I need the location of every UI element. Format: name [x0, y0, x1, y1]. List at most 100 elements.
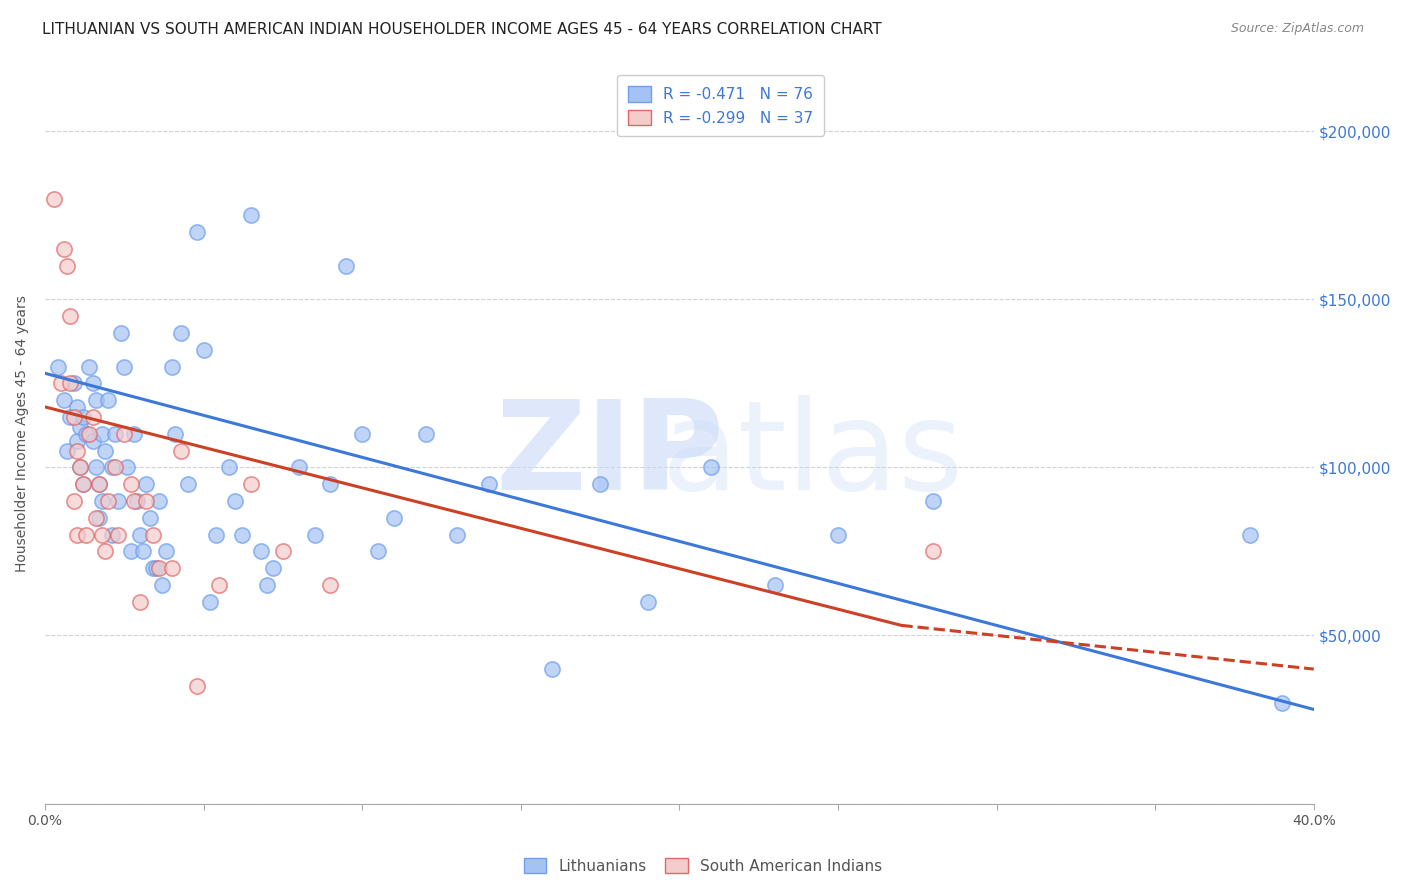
Point: [91, 426, 114, 441]
Point: [100, 527, 122, 541]
Point: [69, 460, 91, 475]
Text: atlas: atlas: [662, 395, 963, 516]
Point: [138, 511, 160, 525]
Point: [827, 527, 849, 541]
Point: [1271, 696, 1294, 710]
Point: [256, 578, 278, 592]
Point: [84, 393, 107, 408]
Point: [66, 400, 89, 414]
Text: Source: ZipAtlas.com: Source: ZipAtlas.com: [1230, 22, 1364, 36]
Point: [84, 511, 107, 525]
Point: [53, 242, 76, 256]
Point: [117, 460, 139, 475]
Point: [122, 426, 145, 441]
Point: [319, 477, 342, 491]
Point: [132, 544, 155, 558]
Point: [122, 494, 145, 508]
Point: [75, 426, 97, 441]
Point: [637, 595, 659, 609]
Point: [177, 477, 200, 491]
Point: [589, 477, 612, 491]
Point: [44, 192, 66, 206]
Point: [240, 208, 263, 222]
Point: [170, 443, 193, 458]
Point: [53, 393, 76, 408]
Point: [231, 527, 253, 541]
Point: [170, 326, 193, 340]
Point: [46, 359, 69, 374]
Point: [160, 561, 183, 575]
Point: [97, 393, 120, 408]
Point: [82, 376, 104, 391]
Point: [240, 477, 263, 491]
Point: [112, 359, 135, 374]
Point: [104, 426, 127, 441]
Point: [79, 359, 101, 374]
Point: [59, 409, 82, 424]
Point: [82, 434, 104, 448]
Point: [135, 494, 157, 508]
Point: [319, 578, 342, 592]
Point: [66, 443, 89, 458]
Point: [100, 460, 122, 475]
Point: [112, 426, 135, 441]
Point: [107, 527, 129, 541]
Point: [271, 544, 294, 558]
Point: [150, 578, 173, 592]
Y-axis label: Householder Income Ages 45 - 64 years: Householder Income Ages 45 - 64 years: [15, 295, 30, 573]
Point: [104, 460, 127, 475]
Point: [66, 527, 89, 541]
Point: [72, 477, 94, 491]
Point: [97, 494, 120, 508]
Point: [107, 494, 129, 508]
Point: [198, 595, 221, 609]
Point: [59, 376, 82, 391]
Point: [135, 477, 157, 491]
Text: LITHUANIAN VS SOUTH AMERICAN INDIAN HOUSEHOLDER INCOME AGES 45 - 64 YEARS CORREL: LITHUANIAN VS SOUTH AMERICAN INDIAN HOUS…: [42, 22, 882, 37]
Point: [352, 426, 374, 441]
Point: [75, 527, 97, 541]
Point: [91, 527, 114, 541]
Point: [125, 494, 148, 508]
Point: [87, 477, 110, 491]
Point: [218, 460, 240, 475]
Point: [62, 409, 84, 424]
Point: [335, 259, 357, 273]
Point: [59, 309, 82, 323]
Point: [120, 544, 142, 558]
Legend: R = -0.471   N = 76, R = -0.299   N = 37: R = -0.471 N = 76, R = -0.299 N = 37: [617, 76, 824, 136]
Point: [208, 578, 231, 592]
Point: [148, 494, 170, 508]
Point: [87, 511, 110, 525]
Point: [541, 662, 564, 676]
Point: [91, 494, 114, 508]
Point: [142, 527, 165, 541]
Point: [249, 544, 271, 558]
Point: [205, 527, 228, 541]
Point: [69, 460, 91, 475]
Point: [87, 477, 110, 491]
Point: [148, 561, 170, 575]
Text: ZIP: ZIP: [495, 395, 724, 516]
Point: [1239, 527, 1261, 541]
Point: [110, 326, 132, 340]
Point: [415, 426, 437, 441]
Point: [193, 343, 215, 357]
Point: [142, 561, 165, 575]
Point: [700, 460, 723, 475]
Point: [62, 494, 84, 508]
Point: [186, 225, 208, 239]
Point: [129, 527, 152, 541]
Point: [262, 561, 284, 575]
Point: [72, 477, 94, 491]
Point: [66, 434, 89, 448]
Point: [49, 376, 72, 391]
Point: [82, 409, 104, 424]
Point: [155, 544, 177, 558]
Point: [94, 544, 117, 558]
Point: [922, 544, 945, 558]
Point: [287, 460, 309, 475]
Point: [129, 595, 152, 609]
Point: [478, 477, 501, 491]
Point: [56, 259, 79, 273]
